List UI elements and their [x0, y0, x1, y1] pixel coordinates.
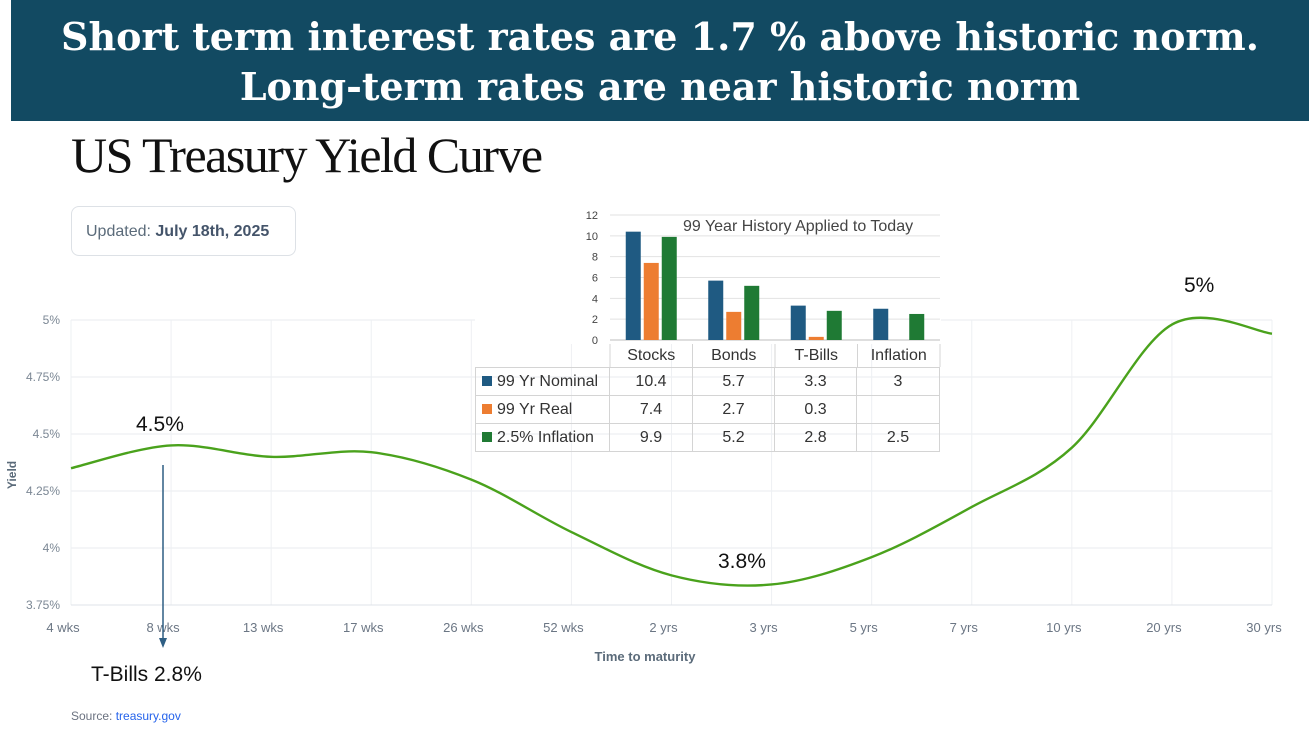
y-tick-label: 3.75% [26, 598, 60, 612]
inset-y-tick-label: 10 [586, 231, 598, 243]
legend-entry-nominal: 99 Yr Nominal [475, 367, 610, 396]
table-cell [856, 395, 940, 424]
updated-badge: Updated: July 18th, 2025 [71, 206, 296, 256]
source-note: Source: treasury.gov [71, 709, 181, 723]
inset-bar [643, 262, 659, 340]
x-axis-title: Time to maturity [595, 649, 697, 664]
y-tick-label: 4.25% [26, 484, 60, 498]
inset-bar [873, 308, 889, 340]
x-tick-label: 20 yrs [1146, 620, 1182, 635]
x-tick-label: 26 wks [443, 620, 484, 635]
table-row: 2.5% Inflation 9.9 5.2 2.8 2.5 [475, 423, 940, 452]
inset-bar [726, 311, 742, 340]
table-cell: 5.7 [692, 367, 775, 396]
y-tick-label: 4% [43, 541, 61, 555]
real-swatch-icon [482, 403, 492, 414]
y-tick-label: 4.75% [26, 370, 60, 384]
updated-label: Updated: [86, 223, 151, 240]
table-cell: 5.2 [692, 423, 775, 452]
short-term-peak-label: 4.5% [136, 413, 184, 436]
inset-bar [708, 280, 724, 340]
table-row: 99 Yr Nominal 10.4 5.7 3.3 3 [475, 367, 940, 396]
legend-entry-inflation: 2.5% Inflation [475, 423, 610, 452]
inset-bar [744, 285, 760, 340]
table-cell: 2.7 [692, 395, 775, 424]
inset-chart-title: 99 Year History Applied to Today [683, 218, 914, 235]
inset-data-table: 99 Yr Nominal 10.4 5.7 3.3 3 99 Yr Real … [475, 367, 940, 452]
nominal-swatch-icon [482, 375, 492, 386]
inset-bar [790, 305, 806, 340]
inset-bar [661, 236, 677, 340]
table-row: 99 Yr Real 7.4 2.7 0.3 [475, 395, 940, 424]
y-axis-title: Yield [5, 461, 19, 489]
x-tick-label: 7 yrs [950, 620, 979, 635]
y-tick-label: 4.5% [33, 427, 61, 441]
legend-entry-real: 99 Yr Real [475, 395, 610, 424]
x-tick-label: 10 yrs [1046, 620, 1082, 635]
source-label: Source: [71, 709, 113, 723]
inset-category-label: Bonds [711, 347, 756, 364]
arrowhead-icon [159, 638, 167, 648]
x-tick-label: 2 yrs [649, 620, 678, 635]
source-link[interactable]: treasury.gov [115, 709, 181, 723]
table-cell: 3 [856, 367, 940, 396]
table-cell: 2.5 [856, 423, 940, 452]
x-tick-label: 3 yrs [749, 620, 778, 635]
x-tick-label: 17 wks [343, 620, 384, 635]
inset-category-label: Inflation [871, 347, 927, 364]
x-tick-label: 52 wks [543, 620, 584, 635]
inset-bar [625, 231, 641, 340]
inset-y-tick-label: 0 [592, 335, 598, 347]
updated-date: July 18th, 2025 [155, 223, 270, 240]
table-cell: 0.3 [774, 395, 857, 424]
inset-y-tick-label: 4 [592, 293, 598, 305]
x-tick-label: 5 yrs [850, 620, 879, 635]
long-term-peak-label: 5% [1184, 274, 1215, 297]
inset-category-label: T-Bills [794, 347, 838, 364]
inset-category-label: Stocks [627, 347, 675, 364]
inset-y-tick-label: 12 [586, 210, 598, 222]
table-cell: 2.8 [774, 423, 857, 452]
headline-line-2: Long-term rates are near historic norm [239, 64, 1081, 109]
x-tick-label: 30 yrs [1246, 620, 1282, 635]
headline-line-1: Short term interest rates are 1.7 % abov… [61, 14, 1259, 59]
inset-bar [909, 313, 925, 340]
table-cell: 3.3 [774, 367, 857, 396]
trough-label: 3.8% [718, 550, 766, 573]
yield-curve-line [70, 316, 1273, 587]
inset-bar [808, 336, 824, 340]
inset-y-tick-label: 2 [592, 314, 598, 326]
table-cell: 7.4 [609, 395, 693, 424]
headline-banner: Short term interest rates are 1.7 % abov… [11, 0, 1309, 121]
x-tick-label: 13 wks [243, 620, 284, 635]
x-tick-label: 4 wks [46, 620, 80, 635]
table-cell: 10.4 [609, 367, 693, 396]
tbills-label: T-Bills 2.8% [91, 663, 202, 686]
inset-bar [826, 310, 842, 340]
inflation-swatch-icon [482, 431, 492, 442]
page-title: US Treasury Yield Curve [71, 127, 543, 183]
inset-y-tick-label: 6 [592, 273, 598, 285]
y-tick-label: 5% [43, 313, 61, 327]
table-cell: 9.9 [609, 423, 693, 452]
inset-y-tick-label: 8 [592, 252, 598, 264]
